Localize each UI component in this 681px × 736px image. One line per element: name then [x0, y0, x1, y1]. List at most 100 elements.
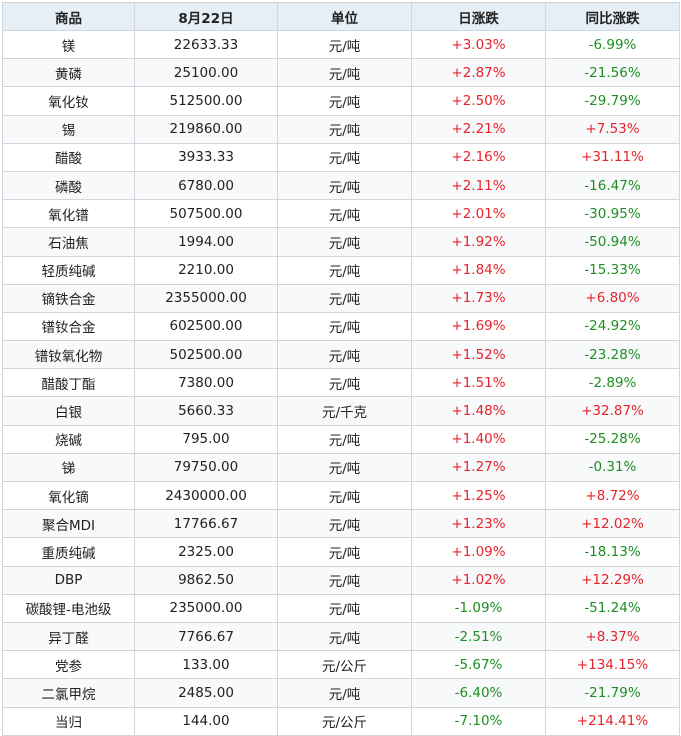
- header-date-price: 8月22日: [134, 2, 278, 31]
- yoy-change-cell: +7.53%: [545, 114, 680, 144]
- table-row: 镁 22633.33 元/吨 +3.03% -6.99%: [2, 29, 680, 60]
- yoy-change-cell: +12.29%: [545, 565, 680, 595]
- daily-change-cell: +1.73%: [411, 283, 546, 313]
- header-row: 商品 8月22日 单位 日涨跌 同比涨跌: [2, 2, 680, 31]
- table-row: 白银 5660.33 元/千克 +1.48% +32.87%: [2, 396, 680, 426]
- commodity-name-cell: 镨钕氧化物: [2, 340, 135, 370]
- daily-change-cell: +1.48%: [411, 396, 546, 426]
- daily-change-cell: +1.23%: [411, 509, 546, 539]
- price-cell: 2210.00: [134, 255, 278, 285]
- commodity-name-cell: 锡: [2, 114, 135, 144]
- commodity-name-cell: 氧化镝: [2, 480, 135, 511]
- table-row: 醋酸 3933.33 元/吨 +2.16% +31.11%: [2, 142, 680, 172]
- daily-change-cell: +1.92%: [411, 227, 546, 257]
- table-row: 锡 219860.00 元/吨 +2.21% +7.53%: [2, 114, 680, 144]
- daily-change-cell: +1.02%: [411, 565, 546, 595]
- unit-cell: 元/吨: [277, 537, 412, 567]
- table-body: 镁 22633.33 元/吨 +3.03% -6.99% 黄磷 25100.00 元/吨 +2.…: [2, 29, 680, 736]
- unit-cell: 元/吨: [277, 480, 412, 511]
- price-cell: 7766.67: [134, 621, 278, 652]
- commodity-name-cell: 氧化镨: [2, 199, 135, 229]
- daily-change-cell: +1.69%: [411, 311, 546, 342]
- price-cell: 512500.00: [134, 86, 278, 116]
- daily-change-cell: +3.03%: [411, 29, 546, 60]
- daily-change-cell: +1.52%: [411, 340, 546, 370]
- unit-cell: 元/吨: [277, 621, 412, 652]
- daily-change-cell: +2.50%: [411, 86, 546, 116]
- table-row: 石油焦 1994.00 元/吨 +1.92% -50.94%: [2, 227, 680, 257]
- commodity-name-cell: 镝铁合金: [2, 283, 135, 313]
- yoy-change-cell: +8.37%: [545, 621, 680, 652]
- price-cell: 3933.33: [134, 142, 278, 172]
- unit-cell: 元/吨: [277, 424, 412, 454]
- commodity-name-cell: 醋酸丁酯: [2, 368, 135, 398]
- commodity-name-cell: 镨钕合金: [2, 311, 135, 342]
- price-cell: 219860.00: [134, 114, 278, 144]
- commodity-name-cell: 氧化钕: [2, 86, 135, 116]
- yoy-change-cell: -0.31%: [545, 452, 680, 483]
- price-cell: 9862.50: [134, 565, 278, 595]
- daily-change-cell: -5.67%: [411, 650, 546, 680]
- daily-change-cell: +1.25%: [411, 480, 546, 511]
- commodity-name-cell: 锑: [2, 452, 135, 483]
- table-header: 商品 8月22日 单位 日涨跌 同比涨跌: [2, 2, 680, 31]
- unit-cell: 元/吨: [277, 311, 412, 342]
- table-row: 轻质纯碱 2210.00 元/吨 +1.84% -15.33%: [2, 255, 680, 285]
- price-cell: 235000.00: [134, 593, 278, 623]
- unit-cell: 元/吨: [277, 368, 412, 398]
- yoy-change-cell: -25.28%: [545, 424, 680, 454]
- price-cell: 1994.00: [134, 227, 278, 257]
- commodity-name-cell: 轻质纯碱: [2, 255, 135, 285]
- header-yoy-change: 同比涨跌: [545, 2, 680, 31]
- daily-change-cell: +2.87%: [411, 58, 546, 88]
- unit-cell: 元/吨: [277, 509, 412, 539]
- yoy-change-cell: -2.89%: [545, 368, 680, 398]
- yoy-change-cell: +31.11%: [545, 142, 680, 172]
- header-commodity: 商品: [2, 2, 135, 31]
- table-row: 黄磷 25100.00 元/吨 +2.87% -21.56%: [2, 58, 680, 88]
- yoy-change-cell: -23.28%: [545, 340, 680, 370]
- commodity-name-cell: 醋酸: [2, 142, 135, 172]
- daily-change-cell: -1.09%: [411, 593, 546, 623]
- table-row: 聚合MDI 17766.67 元/吨 +1.23% +12.02%: [2, 509, 680, 539]
- price-cell: 17766.67: [134, 509, 278, 539]
- table-row: 异丁醛 7766.67 元/吨 -2.51% +8.37%: [2, 621, 680, 652]
- yoy-change-cell: -50.94%: [545, 227, 680, 257]
- yoy-change-cell: +12.02%: [545, 509, 680, 539]
- price-cell: 2355000.00: [134, 283, 278, 313]
- yoy-change-cell: +8.72%: [545, 480, 680, 511]
- commodity-name-cell: DBP: [2, 565, 135, 595]
- daily-change-cell: +1.09%: [411, 537, 546, 567]
- unit-cell: 元/吨: [277, 58, 412, 88]
- yoy-change-cell: -15.33%: [545, 255, 680, 285]
- commodity-name-cell: 镁: [2, 29, 135, 60]
- table-row: 醋酸丁酯 7380.00 元/吨 +1.51% -2.89%: [2, 368, 680, 398]
- commodity-name-cell: 党参: [2, 650, 135, 680]
- price-cell: 22633.33: [134, 29, 278, 60]
- unit-cell: 元/公斤: [277, 650, 412, 680]
- table-row: 镨钕合金 602500.00 元/吨 +1.69% -24.92%: [2, 311, 680, 342]
- yoy-change-cell: +6.80%: [545, 283, 680, 313]
- table-row: 氧化镝 2430000.00 元/吨 +1.25% +8.72%: [2, 480, 680, 511]
- price-cell: 144.00: [134, 706, 278, 736]
- header-unit: 单位: [277, 2, 412, 31]
- yoy-change-cell: +214.41%: [545, 706, 680, 736]
- yoy-change-cell: -21.79%: [545, 678, 680, 708]
- price-cell: 795.00: [134, 424, 278, 454]
- commodity-name-cell: 二氯甲烷: [2, 678, 135, 708]
- yoy-change-cell: +134.15%: [545, 650, 680, 680]
- table-row: 重质纯碱 2325.00 元/吨 +1.09% -18.13%: [2, 537, 680, 567]
- table-row: 磷酸 6780.00 元/吨 +2.11% -16.47%: [2, 170, 680, 201]
- table-row: 镝铁合金 2355000.00 元/吨 +1.73% +6.80%: [2, 283, 680, 313]
- unit-cell: 元/吨: [277, 86, 412, 116]
- price-cell: 79750.00: [134, 452, 278, 483]
- commodity-name-cell: 烧碱: [2, 424, 135, 454]
- price-cell: 507500.00: [134, 199, 278, 229]
- unit-cell: 元/吨: [277, 227, 412, 257]
- unit-cell: 元/吨: [277, 29, 412, 60]
- yoy-change-cell: +32.87%: [545, 396, 680, 426]
- daily-change-cell: -7.10%: [411, 706, 546, 736]
- yoy-change-cell: -30.95%: [545, 199, 680, 229]
- unit-cell: 元/吨: [277, 255, 412, 285]
